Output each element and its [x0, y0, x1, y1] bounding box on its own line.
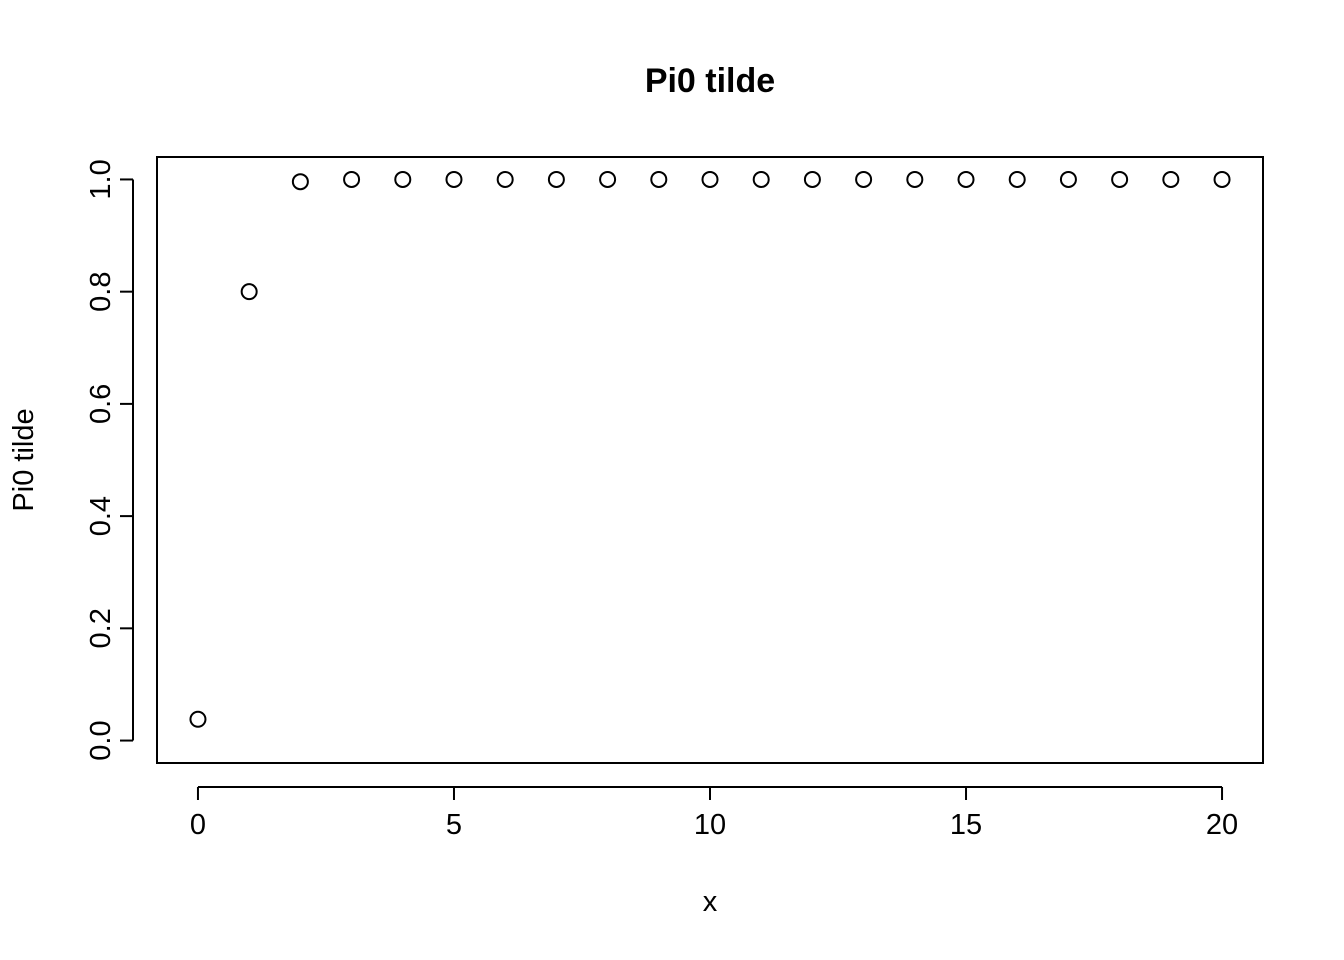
data-point	[1213, 170, 1231, 188]
x-axis-label: x	[703, 886, 718, 918]
x-tick-label: 15	[950, 809, 982, 841]
y-axis-label: Pi0 tilde	[8, 408, 40, 511]
data-point	[1111, 170, 1129, 188]
data-point	[445, 170, 463, 188]
x-tick-label: 0	[190, 809, 206, 841]
data-point	[496, 170, 514, 188]
x-tick-label: 10	[694, 809, 726, 841]
y-tick-label: 0.6	[85, 384, 117, 424]
y-tick-label: 0.4	[85, 496, 117, 536]
data-point	[906, 170, 924, 188]
data-point	[394, 170, 412, 188]
data-point	[291, 173, 309, 191]
data-point	[189, 710, 207, 728]
data-point	[701, 170, 719, 188]
x-axis: 0 5 10 15 20	[190, 786, 1238, 841]
data-point	[650, 170, 668, 188]
data-point	[240, 283, 258, 301]
x-tick-label: 5	[446, 809, 462, 841]
data-point	[599, 170, 617, 188]
y-tick-label: 1.0	[85, 159, 117, 199]
data-point	[752, 170, 770, 188]
y-axis: 0.0 0.2 0.4 0.6 0.8 1.0	[85, 159, 134, 761]
data-point	[855, 170, 873, 188]
data-point	[547, 170, 565, 188]
data-points	[189, 170, 1231, 728]
y-tick-label: 0.8	[85, 272, 117, 312]
y-tick-label: 0.2	[85, 608, 117, 648]
data-point	[957, 170, 975, 188]
data-point	[343, 170, 361, 188]
data-point	[1162, 170, 1180, 188]
data-point	[1008, 170, 1026, 188]
data-point	[803, 170, 821, 188]
y-tick-label: 0.0	[85, 720, 117, 760]
plot-area-frame	[156, 156, 1264, 764]
chart-title: Pi0 tilde	[645, 62, 775, 100]
data-point	[1059, 170, 1077, 188]
x-tick-label: 20	[1206, 809, 1238, 841]
